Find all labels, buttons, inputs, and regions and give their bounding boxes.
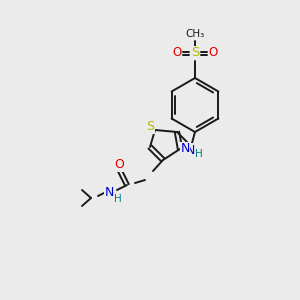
Text: O: O xyxy=(114,158,124,172)
Text: O: O xyxy=(208,46,217,59)
Text: CH₃: CH₃ xyxy=(185,29,205,39)
Text: N: N xyxy=(104,187,114,200)
Text: H: H xyxy=(114,194,122,204)
Text: N: N xyxy=(180,142,190,155)
Text: N: N xyxy=(185,143,195,157)
Text: O: O xyxy=(172,46,182,59)
Text: S: S xyxy=(191,46,199,59)
Text: S: S xyxy=(146,121,154,134)
Text: H: H xyxy=(195,149,203,159)
